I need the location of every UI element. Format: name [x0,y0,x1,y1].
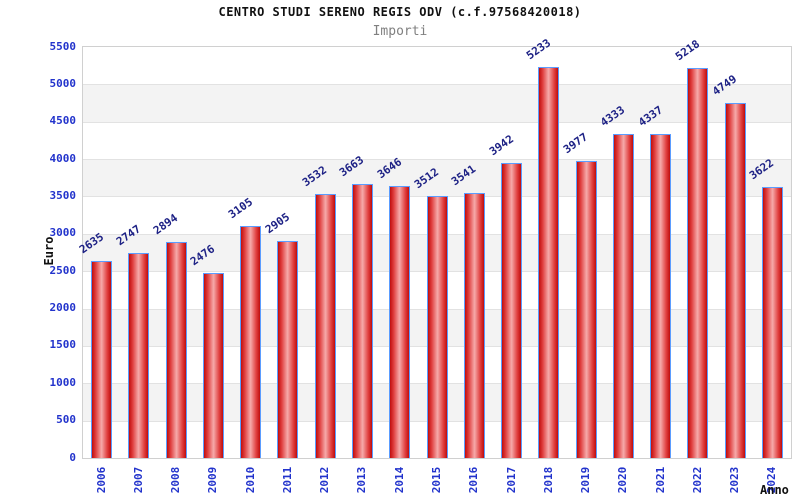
bar [650,134,672,458]
x-axis-title: Anno [760,483,789,497]
bar [91,261,113,458]
x-tick-label: 2017 [504,466,518,494]
plot-area: 2635 2006 2747 2007 2894 2008 2476 2009 3105 2010… [77,36,792,493]
x-tick-label: 2012 [318,466,332,494]
chart-subtitle: Importi [372,24,428,39]
grid-band [83,159,791,197]
bar [165,242,187,458]
x-tick-label: 2016 [467,466,481,494]
bar [240,226,262,458]
x-tick-label: 2015 [430,466,443,494]
bar [612,134,634,458]
y-tick-label: 3000 [49,226,77,240]
y-tick-label: 2000 [49,301,77,315]
x-tick-label: 2014 [392,466,406,494]
bar [128,253,150,458]
x-tick-label: 2021 [653,466,667,494]
chart-title: CENTRO STUDI SERENO REGIS ODV (c.f.97568… [218,5,582,19]
bar [389,186,411,458]
x-tick-label: 2007 [131,466,145,494]
gridline [83,121,791,123]
gridline [83,159,791,161]
bar [314,194,336,458]
x-tick-label: 2010 [243,466,257,494]
gridline [83,84,791,86]
x-tick-label: 2009 [206,466,220,494]
bar [463,193,485,458]
x-tick-label: 2008 [169,466,183,494]
bar [277,241,299,458]
x-tick-label: 2023 [728,466,742,494]
bar [501,163,523,458]
y-tick-label: 1500 [49,338,77,352]
bar [426,196,448,458]
bar [761,187,783,458]
y-tick-label: 3500 [49,188,77,202]
bar [351,184,373,458]
x-tick-label: 2018 [541,466,555,494]
y-tick-label: 5000 [49,76,77,90]
x-tick-label: 2006 [94,466,108,494]
x-tick-label: 2011 [280,466,294,494]
y-tick-label: 4000 [49,151,77,165]
bar [202,273,224,458]
bar [575,161,597,458]
bar [538,67,560,458]
y-tick-label: 500 [56,413,76,427]
bar [687,68,709,458]
y-tick-label: 1000 [49,375,77,389]
bar [724,103,746,458]
y-tick-label: 5500 [49,39,77,53]
grid-band [83,121,791,160]
y-tick-label: 4500 [49,114,77,128]
y-tick-label: 0 [69,450,76,464]
x-tick-label: 2022 [690,466,704,494]
grid-band [83,84,791,122]
grid-band [83,47,791,85]
x-tick-label: 2019 [579,466,593,494]
x-tick-label: 2013 [355,466,369,494]
y-tick-label: 2500 [49,263,77,277]
x-tick-label: 2020 [616,466,630,494]
